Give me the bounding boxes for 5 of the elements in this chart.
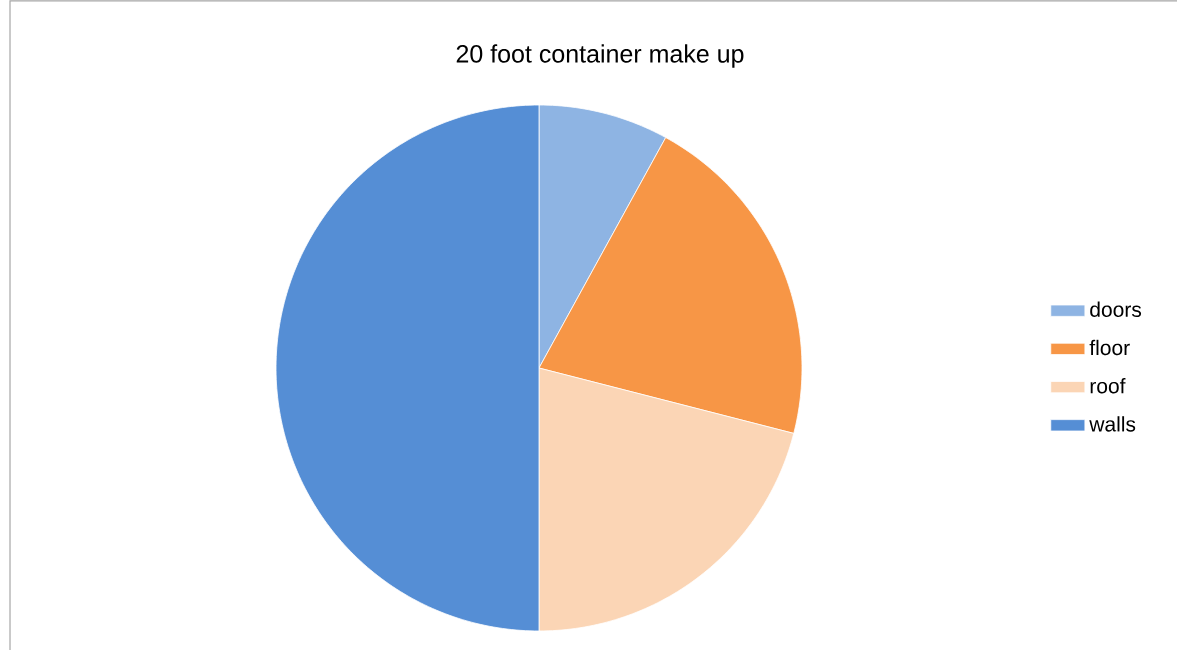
legend-label: floor [1089,339,1130,356]
legend-label: roof [1090,378,1126,394]
legend-label: walls [1089,416,1136,432]
legend-label: doors [1090,301,1142,318]
chart-title: 20 foot container make up [456,44,744,68]
